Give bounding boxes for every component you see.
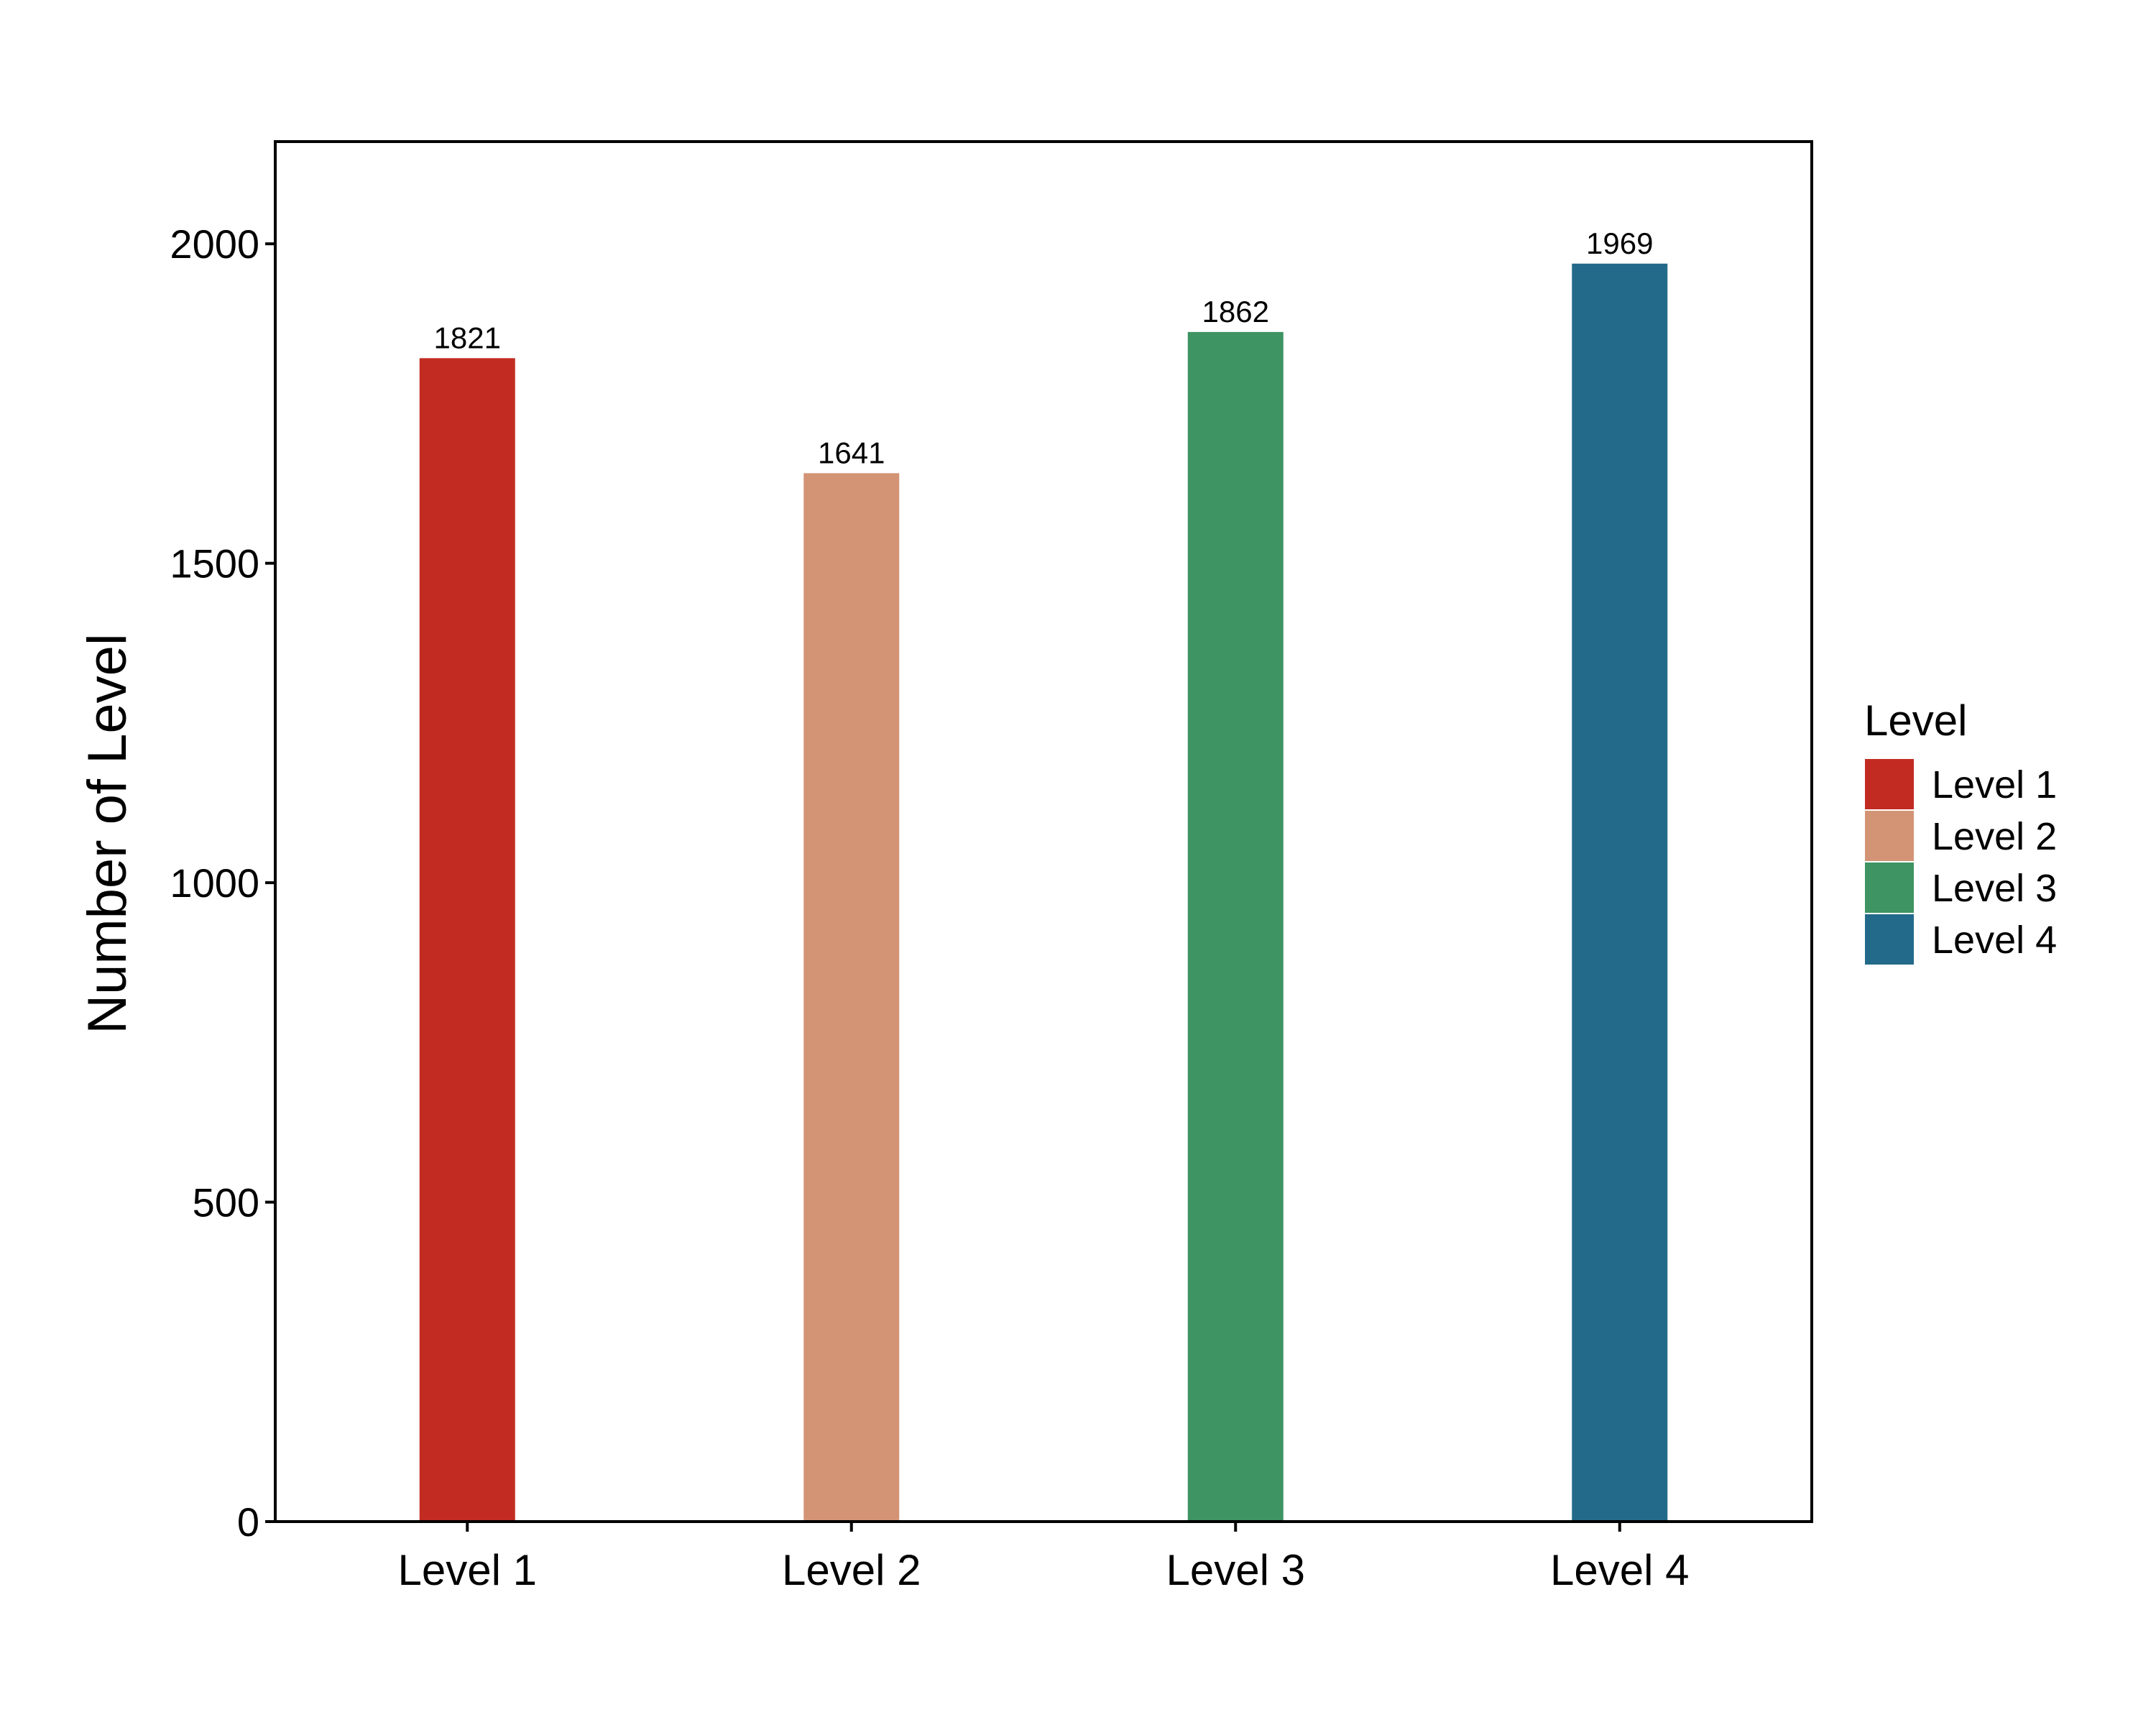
data-label: 1821 <box>434 321 501 354</box>
legend-label: Level 4 <box>1932 919 2057 962</box>
data-label: 1641 <box>818 436 885 469</box>
y-axis-title: Number of Level <box>77 633 138 1034</box>
x-tick-label: Level 1 <box>398 1546 537 1594</box>
legend: Level Level 1 Level 2 Level 3 Level 4 <box>1864 696 2057 966</box>
y-tick-label: 1000 <box>170 860 259 906</box>
x-axis-ticks: Level 1 Level 2 Level 3 Level 4 <box>398 1522 1689 1594</box>
legend-label: Level 1 <box>1932 763 2057 806</box>
x-tick-label: Level 4 <box>1550 1546 1689 1594</box>
y-tick-label: 1500 <box>170 541 259 586</box>
bar <box>1572 263 1668 1522</box>
y-tick-label: 2000 <box>170 221 259 267</box>
legend-label: Level 3 <box>1932 867 2057 910</box>
legend-key <box>1864 809 1915 862</box>
legend-title: Level <box>1864 696 1967 745</box>
x-tick-label: Level 2 <box>782 1546 921 1594</box>
data-label: 1862 <box>1202 295 1269 328</box>
bars <box>419 263 1668 1522</box>
legend-key <box>1864 758 1915 811</box>
data-label: 1969 <box>1586 226 1653 260</box>
y-axis-ticks: 0 500 1000 1500 2000 <box>170 221 275 1545</box>
y-tick-label: 0 <box>237 1499 259 1545</box>
legend-label: Level 2 <box>1932 815 2057 858</box>
y-tick-label: 500 <box>193 1180 259 1225</box>
data-labels: 1821 1641 1862 1969 <box>434 226 1654 470</box>
x-tick-label: Level 3 <box>1166 1546 1305 1594</box>
legend-key <box>1864 861 1915 914</box>
plot-panel-border <box>274 140 1813 1523</box>
bar <box>1187 331 1284 1522</box>
legend-key <box>1864 913 1915 966</box>
bar <box>419 358 515 1522</box>
bar <box>803 473 900 1522</box>
legend-items: Level 1 Level 2 Level 3 Level 4 <box>1864 758 2057 966</box>
